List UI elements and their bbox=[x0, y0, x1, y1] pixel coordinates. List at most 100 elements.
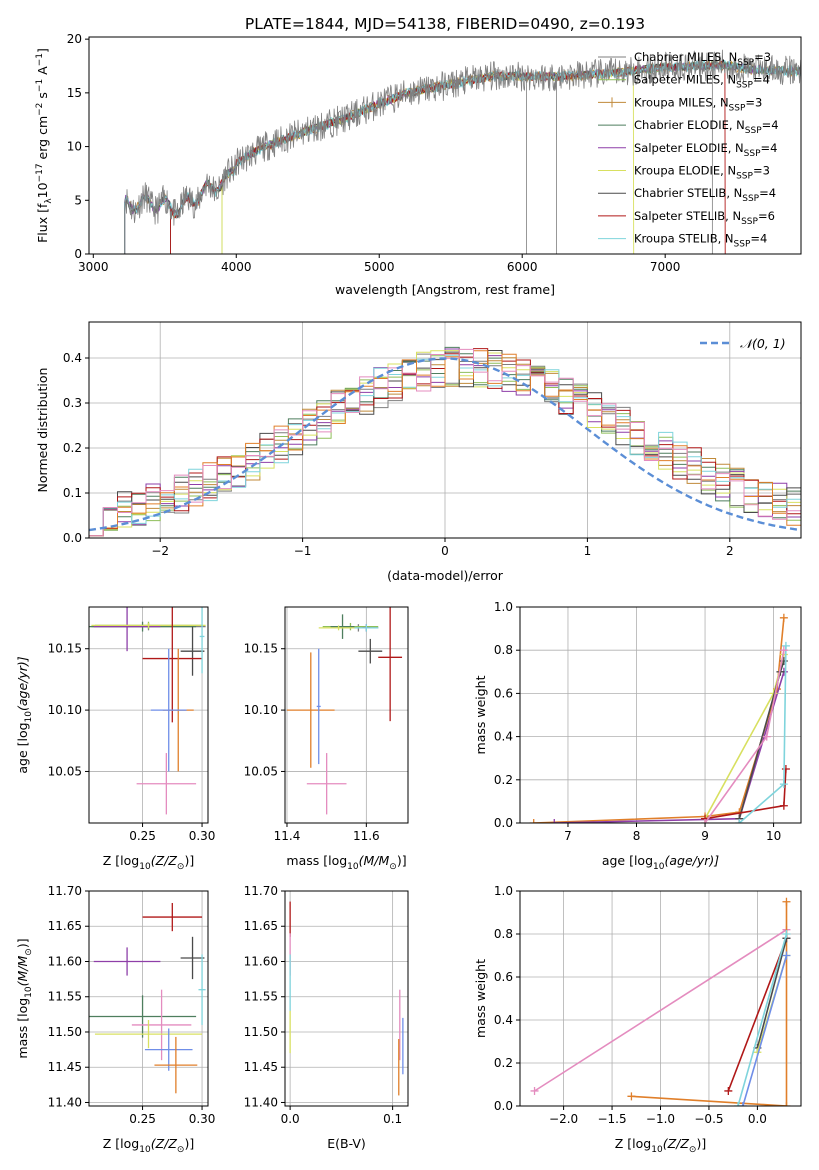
y-tick-label: 0.8 bbox=[494, 643, 513, 657]
x-tick-label: 0 bbox=[441, 544, 449, 558]
label-part: )] bbox=[184, 1136, 194, 1151]
label-part: (age/yr)] bbox=[15, 656, 30, 711]
x-tick-label: 2 bbox=[726, 544, 734, 558]
weight-marker bbox=[701, 819, 710, 823]
label-part: ⊙ bbox=[177, 862, 185, 872]
legend-label: Salpeter STELIB, NSSP=6 bbox=[634, 209, 775, 227]
weight-marker bbox=[724, 1086, 733, 1095]
y-tick-label: 0.8 bbox=[494, 927, 513, 941]
plot-area bbox=[89, 902, 206, 1094]
label-part: (M/M bbox=[359, 853, 390, 868]
label-part: )] bbox=[696, 1136, 706, 1151]
weight-marker bbox=[782, 1102, 791, 1106]
y-tick-label: 10.05 bbox=[244, 764, 278, 778]
y-tick-label: 10.10 bbox=[48, 703, 82, 717]
plot-background bbox=[89, 891, 208, 1106]
label-part: SSP bbox=[737, 58, 754, 68]
y-tick-label: 11.50 bbox=[48, 1025, 82, 1039]
label-part: )] bbox=[184, 853, 194, 868]
x-axis-label: Z [log10(Z/Z⊙)] bbox=[103, 853, 194, 872]
legend-label: Kroupa MILES, NSSP=3 bbox=[634, 95, 762, 113]
x-tick-label: −1.0 bbox=[646, 1112, 675, 1126]
label-part: mass [log bbox=[286, 853, 347, 868]
label-part: Chabrier ELODIE, N bbox=[634, 118, 745, 132]
histogram-extra_pink bbox=[89, 348, 801, 537]
x-tick-label: 5000 bbox=[364, 260, 395, 274]
x-tick-label: 0.30 bbox=[189, 1112, 216, 1126]
label-part: SSP bbox=[745, 126, 762, 136]
y-tick-label: 11.70 bbox=[244, 884, 278, 898]
label-part: =3 bbox=[753, 164, 770, 178]
x-tick-label: −2 bbox=[151, 544, 169, 558]
x-axis-label: Z [log10(Z/Z⊙)] bbox=[103, 1136, 194, 1155]
label-part: 10 bbox=[651, 1145, 663, 1155]
plot-area bbox=[89, 607, 206, 815]
label-part: 10 bbox=[347, 862, 359, 872]
y-axis-label: mass weight bbox=[473, 675, 488, 754]
label-part: (age/yr)] bbox=[664, 853, 719, 868]
plot-frame bbox=[88, 36, 802, 255]
label-part: =4 bbox=[759, 186, 776, 200]
weight-marker bbox=[782, 897, 791, 906]
plot-overlay: 0.0 0.1 11.40 11.45 11.50 11.55 11.60 11.65 11.7… bbox=[244, 884, 409, 1151]
x-tick-label: 11.4 bbox=[274, 829, 301, 843]
y-axis-label: mass [log10(M/M⊙)] bbox=[15, 938, 34, 1058]
label-part: 10 bbox=[24, 711, 34, 723]
y-axis-label: age [log10(age/yr)] bbox=[15, 656, 34, 773]
weight-marker bbox=[781, 641, 790, 650]
panel-spectrum: 3000 4000 5000 6000 7000 0 5 10 15 20 wavelength [… bbox=[35, 32, 802, 297]
panel-age_vs_mass: 11.4 11.6 10.05 10.10 10.15 mass [log10(M/M⊙)… bbox=[244, 606, 409, 872]
y-tick-label: 11.55 bbox=[244, 990, 278, 1004]
plot-frame bbox=[88, 606, 209, 824]
y-tick-label: 11.40 bbox=[244, 1095, 278, 1109]
y-tick-label: 15 bbox=[67, 86, 82, 100]
x-tick-label: −1 bbox=[294, 544, 312, 558]
weight-marker bbox=[627, 1092, 636, 1101]
histogram-extra_orange bbox=[89, 350, 801, 537]
label-part: −1 bbox=[35, 79, 45, 92]
label-part: (Z/Z bbox=[151, 853, 178, 868]
plot-overlay: 0.25 0.30 11.40 11.45 11.50 11.55 11.60 11.65 11… bbox=[15, 884, 215, 1155]
y-tick-label: 0.2 bbox=[494, 1056, 513, 1070]
label-part: λ bbox=[44, 198, 54, 204]
x-tick-label: 0.25 bbox=[129, 1112, 156, 1126]
y-tick-label: 11.60 bbox=[244, 954, 278, 968]
legend-label-normal: 𝒩(0, 1) bbox=[740, 336, 786, 351]
y-tick-label: 11.65 bbox=[48, 919, 82, 933]
weight-marker bbox=[762, 732, 771, 741]
y-tick-label: 10 bbox=[67, 140, 82, 154]
y-tick-label: 0.4 bbox=[494, 730, 513, 744]
label-part: 10 bbox=[24, 986, 34, 998]
plot-overlay: 11.4 11.6 10.05 10.10 10.15 mass [log10(M/M⊙)… bbox=[244, 606, 409, 872]
y-tick-label: 10.10 bbox=[244, 703, 278, 717]
panel-weight_vs_Z: −2.0 −1.5 −1.0 −0.5 0.0 0.0 0.2 0.4 0.6 0.8 1.0 Z [… bbox=[473, 884, 802, 1155]
plot-background bbox=[285, 891, 408, 1106]
label-part: =3 bbox=[745, 95, 762, 109]
x-tick-label: 1 bbox=[584, 544, 592, 558]
label-part: Z [log bbox=[103, 1136, 139, 1151]
plot-background bbox=[89, 607, 208, 823]
label-part: 10 bbox=[139, 1145, 151, 1155]
weight-marker bbox=[529, 819, 538, 823]
y-tick-label: 0.4 bbox=[63, 351, 82, 365]
x-tick-label: 0.30 bbox=[189, 829, 216, 843]
legend-label: Chabrier ELODIE, NSSP=4 bbox=[634, 118, 779, 136]
x-tick-label: 7000 bbox=[650, 260, 681, 274]
y-axis-label: mass weight bbox=[473, 959, 488, 1038]
label-part: =6 bbox=[758, 209, 775, 223]
x-axis-label: age [log10(age/yr)] bbox=[602, 853, 719, 872]
label-part: ⊙ bbox=[24, 948, 34, 956]
weight-marker bbox=[738, 1102, 747, 1106]
x-tick-label: 0.25 bbox=[129, 829, 156, 843]
plot-background bbox=[520, 607, 801, 823]
weight-line bbox=[756, 938, 788, 1049]
x-tick-label: 9 bbox=[701, 829, 709, 843]
x-tick-label: 6000 bbox=[507, 260, 538, 274]
label-part: Flux [f bbox=[35, 203, 50, 243]
plot-area bbox=[529, 613, 790, 823]
panel-residuals: −2 −1 0 1 2 0.0 0.1 0.2 0.3 0.4 𝒩(0, 1) (data-model… bbox=[35, 321, 802, 583]
y-tick-label: 10.15 bbox=[48, 642, 82, 656]
label-part: −2 bbox=[35, 103, 45, 116]
x-tick-label: 0.0 bbox=[748, 1112, 767, 1126]
